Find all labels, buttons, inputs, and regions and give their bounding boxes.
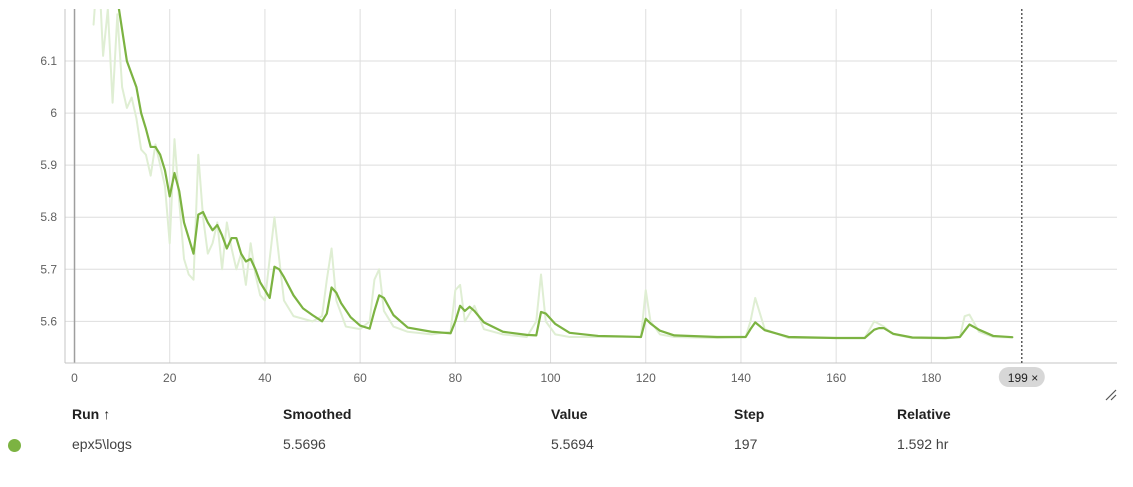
smoothed-series xyxy=(117,9,1014,340)
cell-step: 197 xyxy=(734,436,758,452)
close-icon[interactable]: × xyxy=(1031,371,1038,385)
cell-relative: 1.592 hr xyxy=(897,436,949,452)
y-tick-label-1: 5.7 xyxy=(40,262,57,276)
x-tick-label-3: 60 xyxy=(353,371,367,385)
y-tick-label-5: 6.1 xyxy=(40,54,57,68)
cell-run: epx5\logs xyxy=(72,436,132,452)
header-run[interactable]: Run ↑ xyxy=(72,406,111,422)
y-tick-label-3: 5.9 xyxy=(40,158,57,172)
axis-lines xyxy=(64,9,1117,364)
gridlines xyxy=(65,9,1117,363)
cell-smoothed: 5.5696 xyxy=(283,436,326,452)
hover-step-label: 199 xyxy=(1008,371,1028,385)
x-axis-tick-labels: 0020406080100120140160180 xyxy=(71,371,942,385)
x-tick-label-9: 180 xyxy=(921,371,941,385)
run-color-dot xyxy=(8,439,21,452)
run-table: Run ↑ Smoothed Value Step Relative epx5\l… xyxy=(0,398,1133,458)
cell-value: 5.5694 xyxy=(551,436,594,452)
y-tick-label-0: 5.6 xyxy=(40,314,57,328)
smoothed-series-line xyxy=(117,9,1014,340)
x-tick-label-0: 0 xyxy=(71,371,78,385)
hover-indicator[interactable]: 199 × xyxy=(998,9,1045,387)
x-tick-label-1: 20 xyxy=(163,371,177,385)
x-tick-label-8: 160 xyxy=(826,371,846,385)
header-relative[interactable]: Relative xyxy=(897,406,951,422)
hover-step-pill-bg xyxy=(998,367,1045,387)
y-tick-label-2: 5.8 xyxy=(40,210,57,224)
x-tick-label-7: 140 xyxy=(731,371,751,385)
line-chart[interactable]: 199× 0020406080100120140160180 5.65.75.8… xyxy=(0,0,1133,395)
y-tick-label-4: 6 xyxy=(50,106,57,120)
hover-step-pill[interactable]: 199 × xyxy=(998,367,1045,387)
y-axis-tick-labels: 5.6 5.7 5.8 5.9 6 6.1 xyxy=(40,54,57,328)
header-smoothed[interactable]: Smoothed xyxy=(283,406,352,422)
header-step[interactable]: Step xyxy=(734,406,765,422)
raw-series-line xyxy=(92,9,1014,340)
header-value[interactable]: Value xyxy=(551,406,588,422)
x-tick-label-6: 120 xyxy=(636,371,656,385)
resize-handle-icon[interactable] xyxy=(1104,388,1118,402)
sort-arrow-up-icon[interactable]: ↑ xyxy=(103,406,111,422)
table-header-row: Run ↑ Smoothed Value Step Relative xyxy=(0,398,1133,428)
x-tick-label-2: 40 xyxy=(258,371,272,385)
raw-series xyxy=(92,9,1014,340)
table-row[interactable]: epx5\logs 5.5696 5.5694 197 1.592 hr xyxy=(0,428,1133,458)
x-tick-label-4: 80 xyxy=(449,371,463,385)
x-tick-label-5: 100 xyxy=(541,371,561,385)
